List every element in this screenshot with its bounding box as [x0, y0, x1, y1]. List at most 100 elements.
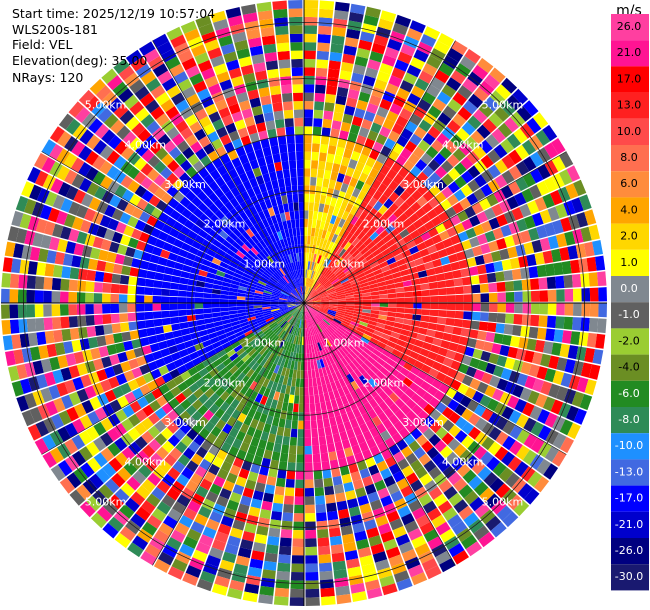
range-gate-cell	[151, 246, 163, 257]
range-gate-cell	[100, 239, 112, 251]
range-gate-cell	[329, 299, 338, 302]
range-gate-cell	[473, 446, 488, 460]
range-gate-cell	[378, 390, 389, 401]
range-gate-cell	[472, 303, 481, 312]
range-gate-cell	[281, 401, 289, 412]
range-gate-cell	[580, 362, 593, 378]
range-gate-cell	[316, 177, 324, 187]
range-gate-cell	[438, 500, 453, 514]
range-gate-cell	[293, 202, 299, 211]
range-gate-cell	[273, 313, 282, 319]
range-gate-cell	[398, 263, 408, 272]
range-gate-cell	[564, 288, 574, 302]
range-gate-cell	[49, 447, 64, 464]
range-gate-cell	[274, 260, 281, 269]
range-gate-cell	[426, 329, 436, 338]
range-gate-cell	[393, 207, 404, 218]
range-gate-cell	[305, 286, 308, 295]
range-gate-cell	[264, 313, 273, 319]
range-gate-cell	[345, 309, 354, 314]
range-gate-cell	[134, 85, 150, 101]
range-gate-cell	[389, 518, 404, 531]
range-gate-cell	[273, 596, 289, 606]
range-gate-cell	[321, 410, 329, 420]
range-gate-cell	[19, 259, 30, 274]
range-gate-cell	[308, 378, 313, 387]
range-gate-cell	[369, 168, 380, 179]
range-gate-cell	[93, 314, 104, 325]
range-gate-cell	[430, 344, 441, 354]
range-gate-cell	[313, 271, 318, 280]
range-gate-cell	[320, 321, 327, 330]
range-gate-cell	[197, 416, 209, 428]
range-gate-cell	[180, 370, 192, 381]
range-gate-cell	[276, 317, 285, 325]
range-gate-cell	[259, 347, 267, 356]
range-gate-cell	[360, 285, 370, 291]
range-gate-cell	[256, 193, 265, 203]
range-gate-cell	[362, 333, 372, 341]
range-gate-cell	[361, 289, 371, 294]
range-gate-cell	[336, 271, 345, 279]
range-gate-cell	[353, 266, 363, 274]
range-gate-cell	[372, 190, 383, 201]
range-gate-cell	[400, 43, 416, 57]
range-gate-cell	[473, 87, 489, 102]
range-gate-cell	[245, 308, 255, 313]
range-gate-cell	[233, 83, 247, 95]
range-gate-cell	[304, 297, 311, 303]
range-gate-cell	[120, 482, 135, 497]
range-gate-cell	[556, 357, 568, 372]
range-gate-cell	[564, 231, 576, 246]
nrays-label: NRays: 120	[12, 70, 84, 85]
range-gate-cell	[239, 201, 249, 212]
range-gate-cell	[212, 316, 222, 323]
range-gate-cell	[394, 59, 409, 72]
range-gate-cell	[439, 558, 456, 573]
range-gate-cell	[282, 376, 289, 386]
range-gate-cell	[245, 81, 258, 92]
range-gate-cell	[563, 274, 573, 288]
range-gate-cell	[310, 292, 318, 298]
range-gate-cell	[254, 393, 263, 403]
range-gate-cell	[469, 357, 481, 369]
range-gate-cell	[254, 148, 264, 159]
range-gate-cell	[373, 34, 389, 47]
range-gate-cell	[349, 323, 358, 330]
range-gate-cell	[292, 530, 304, 539]
range-gate-cell	[385, 371, 396, 382]
range-gate-cell	[244, 20, 260, 32]
range-gate-cell	[369, 94, 382, 107]
range-gate-cell	[261, 349, 270, 358]
range-gate-cell	[271, 324, 279, 332]
range-gate-cell	[351, 281, 360, 288]
range-gate-cell	[247, 249, 257, 258]
range-gate-cell	[362, 430, 373, 442]
range-gate-cell	[283, 322, 290, 331]
range-gate-cell	[354, 56, 369, 67]
range-gate-cell	[432, 119, 447, 133]
range-gate-cell	[446, 287, 456, 295]
range-gate-cell	[295, 352, 299, 362]
range-gate-cell	[42, 451, 57, 468]
range-gate-cell	[462, 469, 477, 484]
range-gate-cell	[297, 235, 301, 245]
range-gate-cell	[535, 129, 551, 146]
range-gate-cell	[240, 258, 250, 267]
range-gate-cell	[333, 10, 349, 21]
range-gate-cell	[92, 489, 108, 506]
range-gate-cell	[278, 221, 284, 231]
range-gate-cell	[247, 408, 257, 419]
range-gate-cell	[266, 216, 274, 227]
range-gate-cell	[362, 306, 372, 310]
range-gate-cell	[460, 156, 474, 170]
range-gate-cell	[474, 503, 490, 518]
range-gate-cell	[310, 168, 318, 178]
range-gate-cell	[311, 306, 320, 310]
range-gate-cell	[322, 280, 331, 287]
range-gate-cell	[335, 287, 344, 293]
range-gate-cell	[127, 180, 140, 193]
range-gate-cell	[99, 175, 113, 190]
range-gate-cell	[264, 350, 272, 360]
range-gate-cell	[480, 293, 490, 303]
